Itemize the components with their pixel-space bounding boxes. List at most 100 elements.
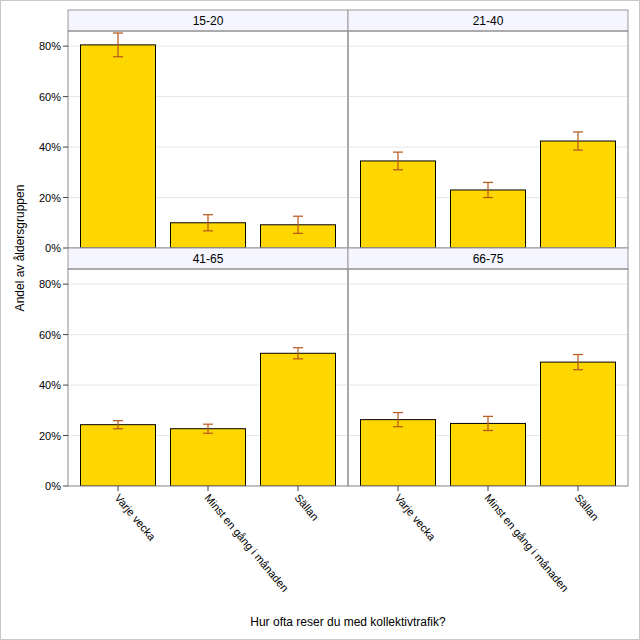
error-line xyxy=(297,348,298,359)
error-bar xyxy=(483,182,493,197)
grid-line xyxy=(348,96,628,97)
error-cap xyxy=(483,182,493,183)
bar xyxy=(171,429,246,486)
panel-strip xyxy=(348,248,628,269)
error-cap xyxy=(203,214,213,215)
error-line xyxy=(117,421,118,429)
error-line xyxy=(487,182,488,197)
bar xyxy=(451,190,526,248)
error-cap xyxy=(113,428,123,429)
x-tick-label: Varje vecka xyxy=(112,492,158,544)
x-tick-label: Sällan xyxy=(572,492,601,523)
error-cap xyxy=(573,131,583,132)
error-line xyxy=(207,424,208,433)
error-cap xyxy=(293,216,303,217)
x-tick xyxy=(578,486,579,491)
y-tick-label: 40% xyxy=(39,379,61,391)
error-bar xyxy=(483,416,493,430)
error-line xyxy=(487,416,488,430)
x-tick xyxy=(118,486,119,491)
error-cap xyxy=(483,416,493,417)
y-tick xyxy=(63,334,68,335)
y-tick xyxy=(63,197,68,198)
error-cap xyxy=(393,152,403,153)
grid-line xyxy=(348,334,628,335)
y-tick xyxy=(63,435,68,436)
error-line xyxy=(207,215,208,231)
error-cap xyxy=(203,433,213,434)
error-bar xyxy=(293,216,303,233)
error-line xyxy=(397,413,398,427)
y-tick-label: 0% xyxy=(45,480,61,492)
bar xyxy=(361,420,436,486)
error-cap xyxy=(113,420,123,421)
y-tick xyxy=(63,385,68,386)
panel-frame xyxy=(68,31,348,248)
error-cap xyxy=(393,412,403,413)
panel-frame xyxy=(348,269,628,486)
panel-frame xyxy=(68,269,348,486)
error-cap xyxy=(483,197,493,198)
y-tick xyxy=(63,96,68,97)
error-line xyxy=(397,152,398,170)
error-line xyxy=(577,132,578,150)
error-line xyxy=(577,355,578,370)
grid-line xyxy=(348,46,628,47)
bar xyxy=(541,362,616,486)
outer-frame xyxy=(1,1,640,640)
bar xyxy=(81,425,156,486)
x-tick-label: Sällan xyxy=(292,492,321,523)
plot-area xyxy=(81,348,336,486)
y-tick xyxy=(63,486,68,487)
y-axis-label: Andel av åldersgruppen xyxy=(13,185,27,312)
error-bar xyxy=(293,348,303,359)
chart: 15-200%20%40%60%80%21-4041-650%20%40%60%… xyxy=(0,0,640,640)
x-tick xyxy=(398,486,399,491)
error-bar xyxy=(393,413,403,427)
error-cap xyxy=(573,149,583,150)
x-axis-label: Hur ofta reser du med kollektivtrafik? xyxy=(250,615,446,629)
y-tick-label: 60% xyxy=(39,329,61,341)
panel-title: 41-65 xyxy=(193,252,224,266)
error-line xyxy=(117,33,118,57)
y-tick-label: 60% xyxy=(39,91,61,103)
bar xyxy=(541,141,616,248)
y-tick-label: 80% xyxy=(39,40,61,52)
error-cap xyxy=(393,169,403,170)
panel-title: 15-20 xyxy=(193,14,224,28)
plot-area xyxy=(361,355,616,486)
y-tick xyxy=(63,284,68,285)
error-cap xyxy=(573,354,583,355)
bar xyxy=(451,423,526,486)
error-cap xyxy=(203,230,213,231)
panel-strip xyxy=(348,10,628,31)
error-bar xyxy=(113,33,123,57)
error-cap xyxy=(293,358,303,359)
error-bar xyxy=(203,424,213,433)
error-bar xyxy=(113,421,123,429)
y-tick-label: 0% xyxy=(45,242,61,254)
x-tick xyxy=(298,486,299,491)
y-tick-label: 20% xyxy=(39,430,61,442)
x-tick-label: Minst en gång i månaden xyxy=(482,492,571,594)
y-tick xyxy=(63,248,68,249)
panel-strip xyxy=(68,10,348,31)
y-tick xyxy=(63,147,68,148)
panel-title: 66-75 xyxy=(473,252,504,266)
error-bar xyxy=(573,355,583,370)
error-cap xyxy=(483,430,493,431)
error-bar xyxy=(573,132,583,150)
y-tick xyxy=(63,46,68,47)
error-line xyxy=(297,216,298,233)
panel-frame xyxy=(348,31,628,248)
grid-line xyxy=(68,334,348,335)
x-tick-label: Minst en gång i månaden xyxy=(202,492,291,594)
x-tick xyxy=(208,486,209,491)
error-cap xyxy=(113,32,123,33)
error-cap xyxy=(393,426,403,427)
y-tick-label: 40% xyxy=(39,141,61,153)
error-cap xyxy=(113,56,123,57)
error-bar xyxy=(203,215,213,231)
bar xyxy=(361,161,436,248)
x-tick-label: Varje vecka xyxy=(392,492,438,544)
